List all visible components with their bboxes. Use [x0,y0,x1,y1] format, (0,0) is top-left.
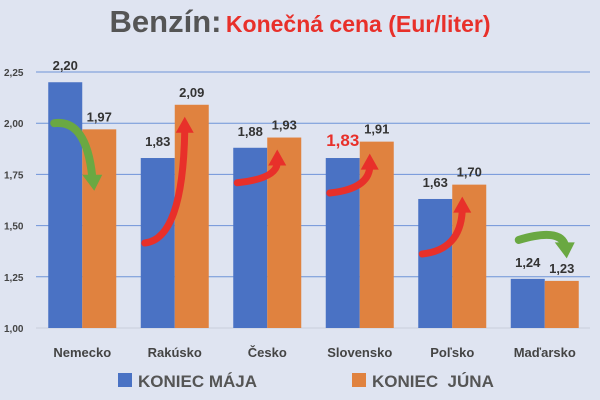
data-label: 1,93 [272,118,297,133]
x-tick-label: Slovensko [327,345,392,360]
y-tick-label: 1,50 [4,222,24,233]
down-arrow-icon [514,230,569,249]
up-arrow-head-icon [453,196,472,213]
bar [510,278,545,328]
x-tick-label: Rakúsko [148,345,202,360]
y-tick-label: 2,00 [4,119,24,130]
y-tick-label: 2,25 [4,68,24,79]
data-label: 1,83 [326,131,359,150]
up-arrow-icon [418,207,466,258]
x-tick-label: Poľsko [430,345,474,360]
data-label: 1,91 [364,122,389,137]
up-arrow-icon [233,160,281,187]
x-tick-label: Nemecko [53,345,111,360]
data-label: 2,09 [179,85,204,100]
x-tick-label: Maďarsko [514,345,576,360]
down-arrow-head-icon [554,242,575,259]
data-label: 1,88 [238,124,263,139]
data-label: 1,63 [423,175,448,190]
legend-swatch [118,373,132,387]
y-tick-label: 1,00 [4,324,24,335]
data-label: 1,23 [549,261,574,276]
bar [418,198,453,328]
chart-title: Benzín: Konečná cena (Eur/liter) [0,4,600,40]
data-label: 1,24 [515,255,541,270]
bar [48,82,83,329]
up-arrow-head-icon [175,116,194,133]
data-label: 1,70 [457,165,482,180]
y-tick-label: 1,75 [4,170,24,181]
down-arrow-icon [50,119,97,181]
y-tick-label: 1,25 [4,273,24,284]
legend-label: KONIEC MÁJA [138,372,257,391]
bar [267,137,302,328]
up-arrow-icon [326,164,374,197]
legend-label: KONIEC JÚNA [372,372,494,391]
down-arrow-head-icon [82,174,103,191]
x-tick-label: Česko [248,345,287,360]
bar [174,104,209,328]
up-arrow-icon [141,127,189,247]
data-label: 2,20 [53,58,78,73]
bar [544,280,579,328]
legend-swatch [352,373,366,387]
up-arrow-head-icon [268,149,287,166]
data-label: 1,97 [87,109,112,124]
up-arrow-head-icon [360,153,379,170]
data-label: 1,83 [145,134,170,149]
title-sub: Konečná cena (Eur/liter) [225,11,491,37]
title-main: Benzín: [109,4,222,39]
